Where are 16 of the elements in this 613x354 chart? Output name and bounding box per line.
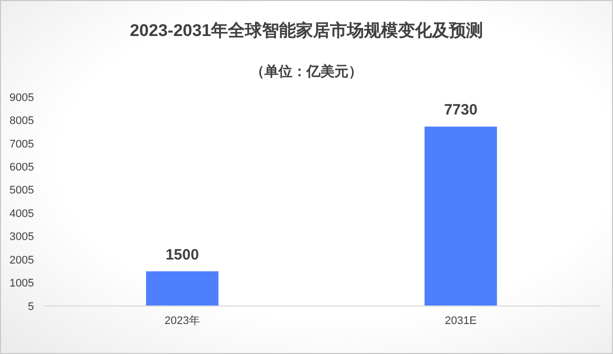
y-tick-label: 5005: [10, 184, 34, 197]
x-tick-label: 2023年: [164, 315, 200, 327]
y-tick-label: 2005: [10, 254, 34, 266]
y-tick-label: 5: [28, 300, 34, 313]
data-label: 1500: [166, 246, 199, 264]
chart-subtitle: （单位：亿美元）: [250, 63, 362, 79]
data-label: 7730: [444, 102, 478, 119]
y-tick-label: 7005: [10, 138, 34, 150]
x-tick-label: 2031E: [444, 315, 477, 327]
y-tick-label: 4005: [10, 208, 34, 220]
y-tick-label: 8005: [10, 115, 34, 128]
y-tick-label: 1005: [10, 278, 34, 290]
y-tick-label: 9005: [10, 92, 34, 104]
y-tick-label: 6005: [10, 162, 34, 174]
y-tick-label: 3005: [10, 231, 34, 244]
chart-title: 2023-2031年全球智能家居市场规模变化及预测: [130, 21, 484, 40]
